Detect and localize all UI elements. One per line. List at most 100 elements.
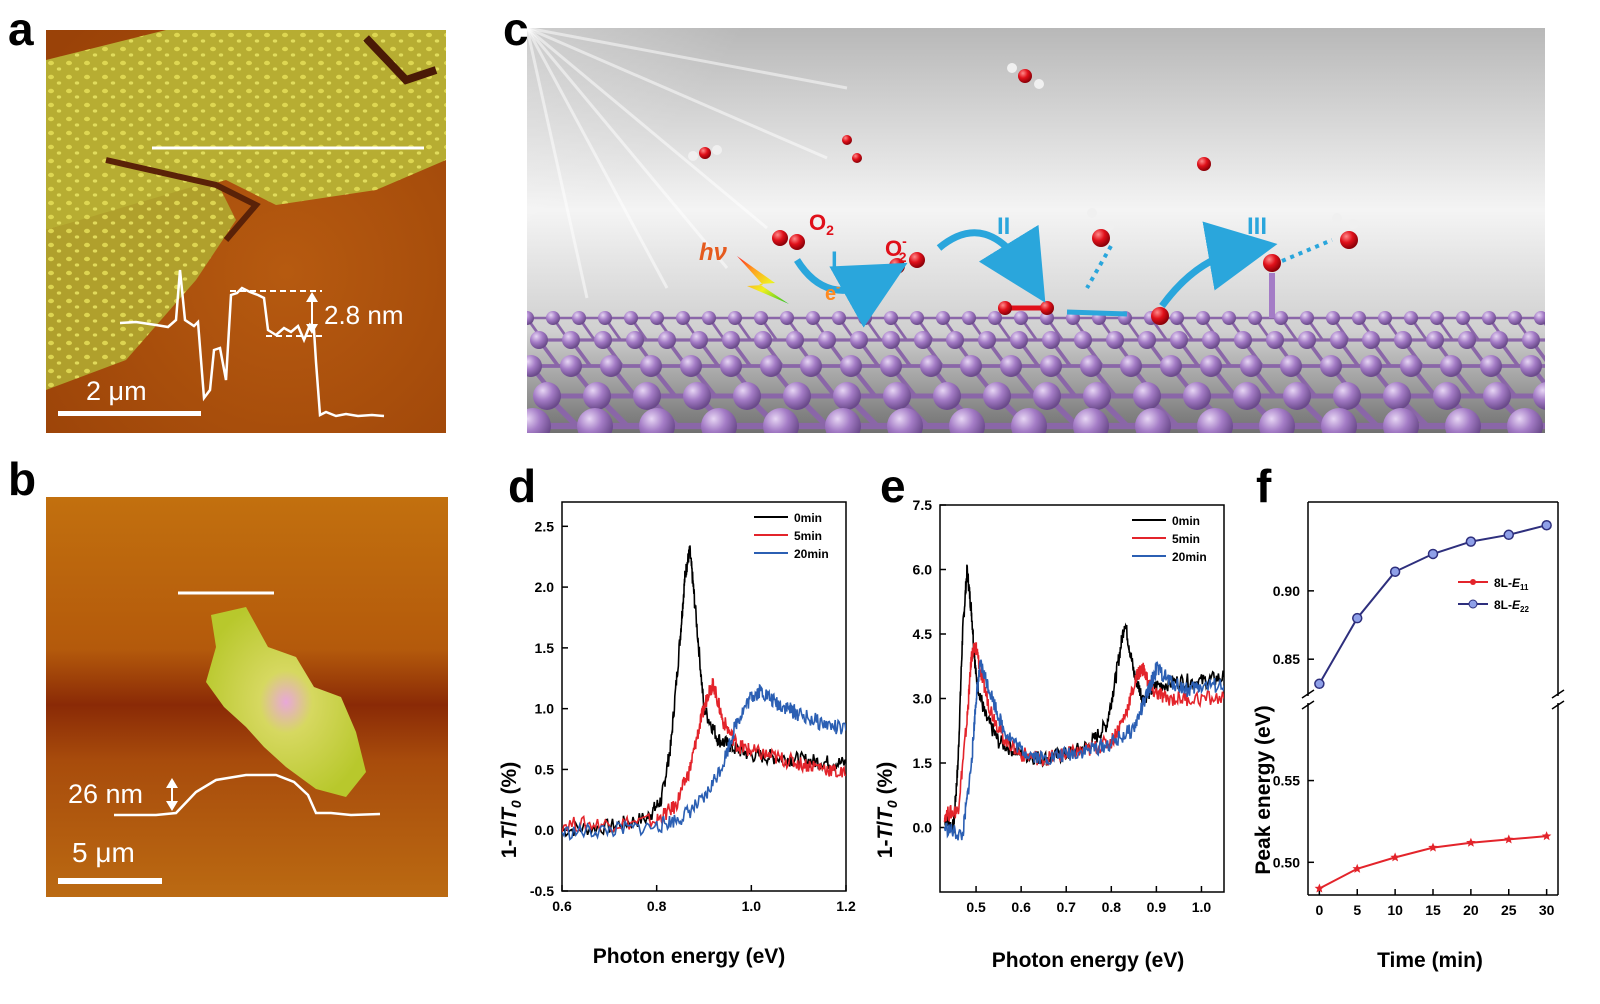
step-2-label: II bbox=[997, 213, 1010, 240]
phosphorus-atom bbox=[883, 382, 911, 410]
phosphorus-atom bbox=[1138, 331, 1156, 349]
chart-d: 1-T/T0 (%) Photon energy (eV) 0.6 0.8 1.0 1… bbox=[498, 501, 856, 968]
x-tick-label: 15 bbox=[1425, 902, 1441, 918]
y-tick-label: 0.5 bbox=[535, 761, 555, 777]
series-line-5min bbox=[943, 642, 1224, 823]
phosphorus-atom bbox=[786, 331, 804, 349]
phosphorus-atom bbox=[983, 382, 1011, 410]
x-tick-label: 0.7 bbox=[1056, 899, 1076, 915]
phosphorus-atom bbox=[806, 311, 820, 325]
phosphorus-atom bbox=[763, 408, 799, 433]
phosphorus-atom bbox=[1233, 382, 1261, 410]
phosphorus-atom bbox=[1259, 408, 1295, 433]
phosphorus-atom bbox=[880, 355, 902, 377]
x-tick-label: 0.8 bbox=[647, 898, 667, 914]
phosphorus-atom bbox=[1074, 331, 1092, 349]
phosphorus-atom bbox=[658, 331, 676, 349]
y-tick-label: 4.5 bbox=[913, 626, 933, 642]
y-tick-label: 1.5 bbox=[535, 640, 555, 656]
legend-label-0min: 0min bbox=[1172, 514, 1200, 528]
legend-label-5min: 5min bbox=[794, 529, 822, 543]
chart-d-xlabel: Photon energy (eV) bbox=[593, 945, 786, 968]
phosphorus-atom bbox=[1360, 355, 1382, 377]
chart-f: Peak energy (eV) Time (min) 0 5 10 15 20 25 30… bbox=[1252, 501, 1565, 972]
phosphorus-atom bbox=[626, 331, 644, 349]
phosphorus-atom bbox=[962, 311, 976, 325]
series-line-0min bbox=[562, 545, 846, 838]
phosphorus-atom bbox=[1507, 408, 1543, 433]
phosphorus-atom bbox=[1011, 408, 1047, 433]
phosphorus-atom bbox=[598, 311, 612, 325]
phosphorus-atom bbox=[600, 355, 622, 377]
axis-break-mark bbox=[1301, 689, 1315, 699]
phosphorus-atom bbox=[1400, 355, 1422, 377]
phosphorus-atom bbox=[1120, 355, 1142, 377]
phosphorus-atom bbox=[887, 408, 923, 433]
legend-marker bbox=[1470, 579, 1476, 585]
y-tick-label: 0.0 bbox=[913, 820, 933, 836]
phosphorus-atom bbox=[1040, 355, 1062, 377]
y-tick-label: 6.0 bbox=[913, 562, 933, 578]
legend-label-5min: 5min bbox=[1172, 532, 1200, 546]
afm-height-label: 2.8 nm bbox=[324, 300, 404, 330]
series-line-20min bbox=[943, 659, 1224, 841]
chart-f-xlabel: Time (min) bbox=[1377, 949, 1483, 972]
afm-flake-b bbox=[206, 607, 366, 797]
phosphorus-atom bbox=[583, 382, 611, 410]
phosphorus-atom bbox=[754, 331, 772, 349]
y-tick-label: 0.85 bbox=[1273, 651, 1300, 667]
x-tick-label: 30 bbox=[1539, 902, 1555, 918]
phosphorus-atom bbox=[840, 355, 862, 377]
phosphorus-atom bbox=[946, 331, 964, 349]
phosphorus-atom bbox=[754, 311, 768, 325]
phosphorus-atom bbox=[1362, 331, 1380, 349]
y-tick-label: 0.0 bbox=[535, 822, 555, 838]
phosphorus-atom bbox=[1135, 408, 1171, 433]
scale-label-b: 5 μm bbox=[72, 837, 135, 868]
phosphorus-atom bbox=[1430, 311, 1444, 325]
x-tick-label: 1.0 bbox=[1192, 899, 1212, 915]
legend-label: 8L-E22 bbox=[1494, 598, 1529, 614]
phosphorus-atom bbox=[1483, 382, 1511, 410]
y-tick-label: 3.0 bbox=[913, 691, 933, 707]
data-point-star bbox=[1466, 837, 1476, 847]
phosphorus-atom bbox=[933, 382, 961, 410]
y-tick-label: 0.90 bbox=[1273, 583, 1300, 599]
phosphorus-atom bbox=[800, 355, 822, 377]
phosphorus-atom bbox=[1298, 331, 1316, 349]
y-tick-label: 7.5 bbox=[913, 497, 933, 513]
afm-image-b-svg: 26 nm 5 μm bbox=[46, 497, 448, 897]
phosphorus-atom bbox=[1404, 311, 1418, 325]
phosphorus-atom bbox=[910, 311, 924, 325]
phosphorus-atom bbox=[1383, 382, 1411, 410]
phosphorus-atom bbox=[1480, 355, 1502, 377]
scale-bar-b bbox=[58, 878, 162, 884]
x-tick-label: 0.6 bbox=[1011, 899, 1031, 915]
phosphorus-atom bbox=[1010, 331, 1028, 349]
chart-e-ylabel: 1-T/T0 (%) bbox=[874, 762, 900, 858]
axis-break-mark bbox=[1551, 689, 1565, 699]
phosphorus-atom bbox=[1197, 408, 1233, 433]
phosphorus-atom bbox=[533, 382, 561, 410]
phosphorus-atom bbox=[701, 408, 737, 433]
phosphorus-atom bbox=[960, 355, 982, 377]
phosphorus-atom bbox=[1160, 355, 1182, 377]
phosphorus-atom bbox=[572, 311, 586, 325]
phosphorus-atom bbox=[850, 331, 868, 349]
x-tick-label: 1.2 bbox=[836, 898, 856, 914]
molecules bbox=[688, 63, 1358, 325]
x-tick-label: 0.9 bbox=[1147, 899, 1167, 915]
phosphorus-atom bbox=[833, 382, 861, 410]
phosphorus-atom bbox=[1033, 382, 1061, 410]
data-point-star bbox=[1314, 883, 1325, 893]
phosphorus-atom bbox=[530, 331, 548, 349]
y-tick-label: -0.5 bbox=[530, 883, 554, 899]
afm-height-profile bbox=[119, 269, 385, 418]
phosphorus-atom bbox=[1014, 311, 1028, 325]
afm-height-label-b: 26 nm bbox=[68, 779, 143, 809]
phosphorus-atom bbox=[832, 311, 846, 325]
phosphorus-atom bbox=[825, 408, 861, 433]
electron-label: e- bbox=[825, 280, 840, 305]
phosphorus-atom bbox=[780, 311, 794, 325]
phosphorus-atom bbox=[1352, 311, 1366, 325]
